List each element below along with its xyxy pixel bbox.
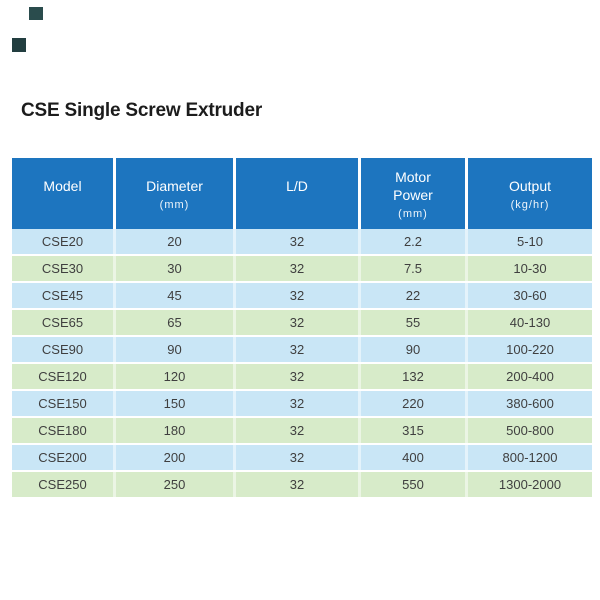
header-label: Model: [43, 178, 82, 194]
table-cell: CSE180: [38, 423, 87, 438]
table-row: CSE20 20 32 2.2 5-10: [12, 229, 592, 256]
table-cell: CSE150: [38, 396, 87, 411]
header-label: Diameter: [146, 178, 203, 194]
table-cell: 30-60: [465, 283, 592, 308]
table-cell: CSE250: [38, 477, 87, 492]
table-cell: 32: [233, 337, 358, 362]
header-cell-output: Output (kg/hr): [465, 158, 592, 229]
table-cell: 32: [233, 364, 358, 389]
table-cell: CSE90: [41, 342, 84, 357]
table-cell: 180: [113, 418, 233, 443]
table-cell: 5-10: [465, 229, 592, 254]
table-cell: 90: [113, 337, 233, 362]
table-cell: 200: [113, 445, 233, 470]
table-body: CSE20 20 32 2.2 5-10 CSE30 30 32 7.5 10-…: [12, 229, 592, 499]
table-row: CSE150 150 32 220 380-600: [12, 391, 592, 418]
table-cell: 32: [233, 418, 358, 443]
table-cell: 32: [233, 445, 358, 470]
table-cell: 120: [113, 364, 233, 389]
table-row: CSE180 180 32 315 500-800: [12, 418, 592, 445]
table-cell: 22: [358, 283, 465, 308]
table-cell: 2.2: [358, 229, 465, 254]
table-row: CSE120 120 32 132 200-400: [12, 364, 592, 391]
table-cell: 315: [358, 418, 465, 443]
header-cell-ld: L/D: [233, 158, 358, 229]
table-cell: 550: [358, 472, 465, 497]
table-header-row: Model Diameter (mm) L/D Motor Power (mm)…: [12, 158, 592, 229]
header-unit: (mm): [398, 208, 428, 220]
table-cell: 380-600: [465, 391, 592, 416]
table-cell: 55: [358, 310, 465, 335]
table-cell: 10-30: [465, 256, 592, 281]
table-cell: 220: [358, 391, 465, 416]
table-row: CSE250 250 32 550 1300-2000: [12, 472, 592, 499]
table-cell: 400: [358, 445, 465, 470]
header-unit: (mm): [159, 199, 190, 211]
table-row: CSE90 90 32 90 100-220: [12, 337, 592, 364]
decor-square-bottom: [12, 38, 26, 52]
table-row: CSE30 30 32 7.5 10-30: [12, 256, 592, 283]
table-cell: 32: [233, 310, 358, 335]
table-row: CSE65 65 32 55 40-130: [12, 310, 592, 337]
table-cell: 200-400: [465, 364, 592, 389]
decor-square-top: [29, 7, 43, 20]
table-cell: CSE20: [41, 234, 84, 249]
table-row: CSE45 45 32 22 30-60: [12, 283, 592, 310]
table-cell: CSE65: [41, 315, 84, 330]
table-cell: CSE120: [38, 369, 87, 384]
header-label: Motor Power: [393, 169, 433, 203]
table-cell: 65: [113, 310, 233, 335]
table-cell: 150: [113, 391, 233, 416]
table-cell: 32: [233, 391, 358, 416]
table-cell: 40-130: [465, 310, 592, 335]
table-cell: 20: [113, 229, 233, 254]
header-unit: (kg/hr): [510, 199, 550, 211]
header-cell-motor-power: Motor Power (mm): [358, 158, 465, 229]
table-cell: CSE30: [41, 261, 84, 276]
header-label: Output: [508, 178, 552, 194]
table-cell: 132: [358, 364, 465, 389]
spec-table: Model Diameter (mm) L/D Motor Power (mm)…: [12, 158, 592, 499]
header-label: L/D: [286, 178, 308, 194]
table-cell: 32: [233, 256, 358, 281]
table-row: CSE200 200 32 400 800-1200: [12, 445, 592, 472]
header-cell-diameter: Diameter (mm): [113, 158, 233, 229]
table-cell: 90: [358, 337, 465, 362]
table-cell: 1300-2000: [465, 472, 592, 497]
table-cell: 500-800: [465, 418, 592, 443]
page-title: CSE Single Screw Extruder: [21, 100, 263, 121]
table-cell: 45: [113, 283, 233, 308]
table-cell: 30: [113, 256, 233, 281]
table-cell: CSE45: [41, 288, 84, 303]
table-cell: 800-1200: [465, 445, 592, 470]
table-cell: 32: [233, 229, 358, 254]
table-cell: 32: [233, 283, 358, 308]
table-cell: 7.5: [358, 256, 465, 281]
table-cell: 32: [233, 472, 358, 497]
header-cell-model: Model: [12, 158, 113, 229]
table-cell: 100-220: [465, 337, 592, 362]
table-cell: CSE200: [38, 450, 87, 465]
table-cell: 250: [113, 472, 233, 497]
